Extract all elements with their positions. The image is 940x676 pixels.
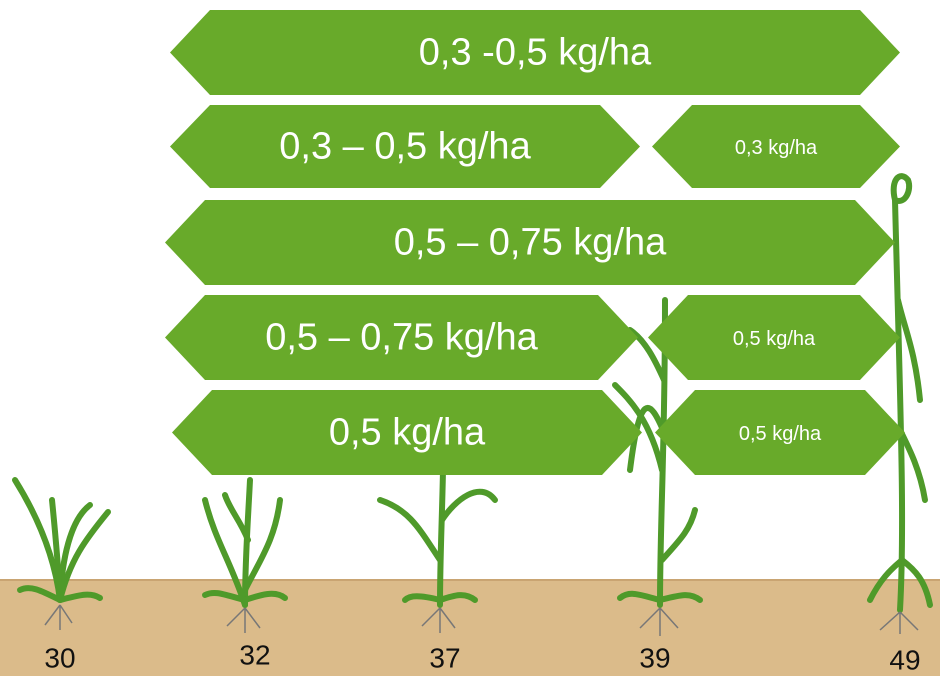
arrows: 0,3 -0,5 kg/ha 0,3 – 0,5 kg/ha 0,3 kg/ha 0,…	[165, 10, 905, 475]
arrow-shape	[165, 200, 895, 285]
plant-30	[12, 477, 111, 603]
arrow-shape	[655, 390, 905, 475]
arrow-shape	[652, 105, 900, 188]
arrow: 0,5 kg/ha	[172, 390, 642, 475]
stage-label: 39	[639, 642, 670, 673]
arrow-label: 0,5 – 0,75 kg/ha	[394, 222, 667, 264]
arrow: 0,3 -0,5 kg/ha	[170, 10, 900, 95]
arrow-label: 0,5 – 0,75 kg/ha	[265, 317, 538, 359]
plant-37	[377, 467, 498, 608]
stage-label: 49	[889, 644, 920, 675]
arrow-label: 0,5 kg/ha	[329, 412, 486, 454]
arrow-label: 0,5 kg/ha	[733, 328, 816, 350]
stage-label: 32	[239, 639, 270, 670]
arrow-shape	[170, 10, 900, 95]
arrow: 0,5 kg/ha	[655, 390, 905, 475]
arrow-shape	[170, 105, 640, 188]
arrow-label: 0,5 kg/ha	[739, 423, 822, 445]
roots	[44, 604, 919, 636]
arrow: 0,5 – 0,75 kg/ha	[165, 200, 895, 285]
stage-label: 30	[44, 642, 75, 673]
arrow-shape	[165, 295, 638, 380]
arrow: 0,5 – 0,75 kg/ha	[165, 295, 638, 380]
arrow-label: 0,3 -0,5 kg/ha	[419, 32, 652, 74]
stage-label: 37	[429, 642, 460, 673]
stages: 30 32 37 39 49	[44, 639, 920, 675]
arrow-shape	[648, 295, 900, 380]
arrow-label: 0,3 kg/ha	[735, 137, 818, 159]
arrow: 0,5 kg/ha	[648, 295, 900, 380]
arrow-shape	[172, 390, 642, 475]
arrow: 0,3 – 0,5 kg/ha	[170, 105, 640, 188]
arrow-label: 0,3 – 0,5 kg/ha	[279, 126, 531, 168]
plant-49	[867, 173, 933, 613]
arrow: 0,3 kg/ha	[652, 105, 900, 188]
plant-32	[202, 477, 288, 608]
